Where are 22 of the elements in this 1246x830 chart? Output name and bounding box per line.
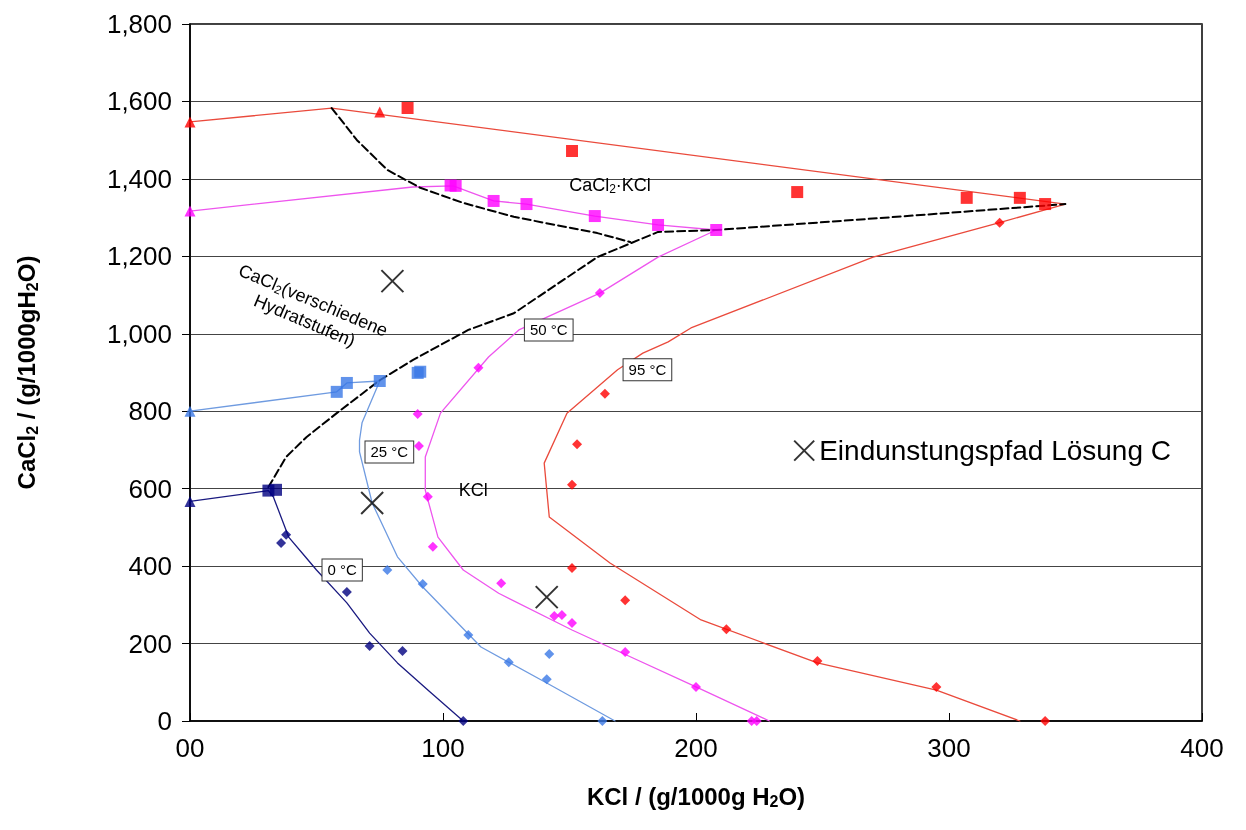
x-tick-label: 00 <box>175 733 205 763</box>
y-tick-label: 1,400 <box>106 163 172 194</box>
series-label: 25 °C <box>370 443 409 461</box>
x-tick-label: 300 <box>927 733 971 763</box>
series-label: 0 °C <box>327 561 358 579</box>
y-tick-label: 600 <box>128 473 172 504</box>
series-label: 50 °C <box>529 321 568 339</box>
x-tick-label: 100 <box>421 733 465 763</box>
y-tick-label: 200 <box>128 628 172 659</box>
x-tick-label: 200 <box>674 733 718 763</box>
y-axis-title: CaCl2 / (g/1000gH2O) <box>13 255 41 490</box>
y-tick-label: 1,800 <box>106 9 172 39</box>
y-tick-label: 1,000 <box>106 318 172 349</box>
series-label: 95 °C <box>628 361 667 379</box>
y-tick-label: 1,600 <box>106 86 172 117</box>
legend-label: Eindunstungspfad Lösung C <box>819 435 1172 467</box>
y-tick-label: 1,200 <box>106 241 172 272</box>
x-axis-title: KCl / (g/1000g H2O) <box>586 782 806 811</box>
y-tick-label: 400 <box>128 551 172 582</box>
y-tick-label: 800 <box>128 396 172 427</box>
x-tick-label: 400 <box>1180 733 1224 763</box>
y-tick-label: 0 <box>157 706 172 736</box>
